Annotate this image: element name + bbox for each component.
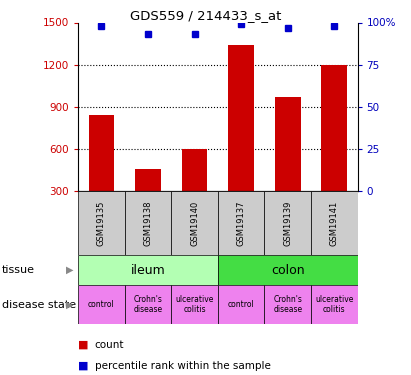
Text: ileum: ileum: [131, 264, 165, 276]
Bar: [311, 191, 358, 255]
Bar: [182, 149, 207, 191]
Bar: [78, 191, 125, 255]
Bar: [275, 97, 300, 191]
Bar: [125, 285, 171, 324]
Bar: [78, 255, 218, 285]
Text: ■: ■: [78, 340, 89, 350]
Text: Crohn's
disease: Crohn's disease: [273, 295, 302, 314]
Text: GSM19138: GSM19138: [143, 200, 152, 246]
Text: percentile rank within the sample: percentile rank within the sample: [95, 361, 270, 370]
Bar: [218, 255, 358, 285]
Text: ▶: ▶: [66, 300, 74, 310]
Bar: [218, 285, 264, 324]
Text: colon: colon: [271, 264, 305, 276]
Bar: [89, 116, 114, 191]
Text: tissue: tissue: [2, 265, 35, 275]
Bar: [125, 191, 171, 255]
Text: ulcerative
colitis: ulcerative colitis: [175, 295, 214, 314]
Text: GSM19141: GSM19141: [330, 201, 339, 246]
Text: count: count: [95, 340, 124, 350]
Bar: [171, 191, 218, 255]
Bar: [171, 285, 218, 324]
Bar: [135, 169, 161, 191]
Bar: [264, 285, 311, 324]
Text: disease state: disease state: [2, 300, 76, 310]
Text: GDS559 / 214433_s_at: GDS559 / 214433_s_at: [130, 9, 281, 22]
Text: GSM19135: GSM19135: [97, 200, 106, 246]
Text: GSM19140: GSM19140: [190, 201, 199, 246]
Bar: [321, 64, 347, 191]
Text: ulcerative
colitis: ulcerative colitis: [315, 295, 353, 314]
Bar: [218, 191, 264, 255]
Text: GSM19137: GSM19137: [237, 200, 246, 246]
Text: GSM19139: GSM19139: [283, 200, 292, 246]
Text: ■: ■: [78, 361, 89, 370]
Bar: [311, 285, 358, 324]
Bar: [228, 45, 254, 191]
Text: control: control: [228, 300, 254, 309]
Bar: [264, 191, 311, 255]
Bar: [78, 285, 125, 324]
Text: Crohn's
disease: Crohn's disease: [134, 295, 162, 314]
Text: control: control: [88, 300, 115, 309]
Text: ▶: ▶: [66, 265, 74, 275]
